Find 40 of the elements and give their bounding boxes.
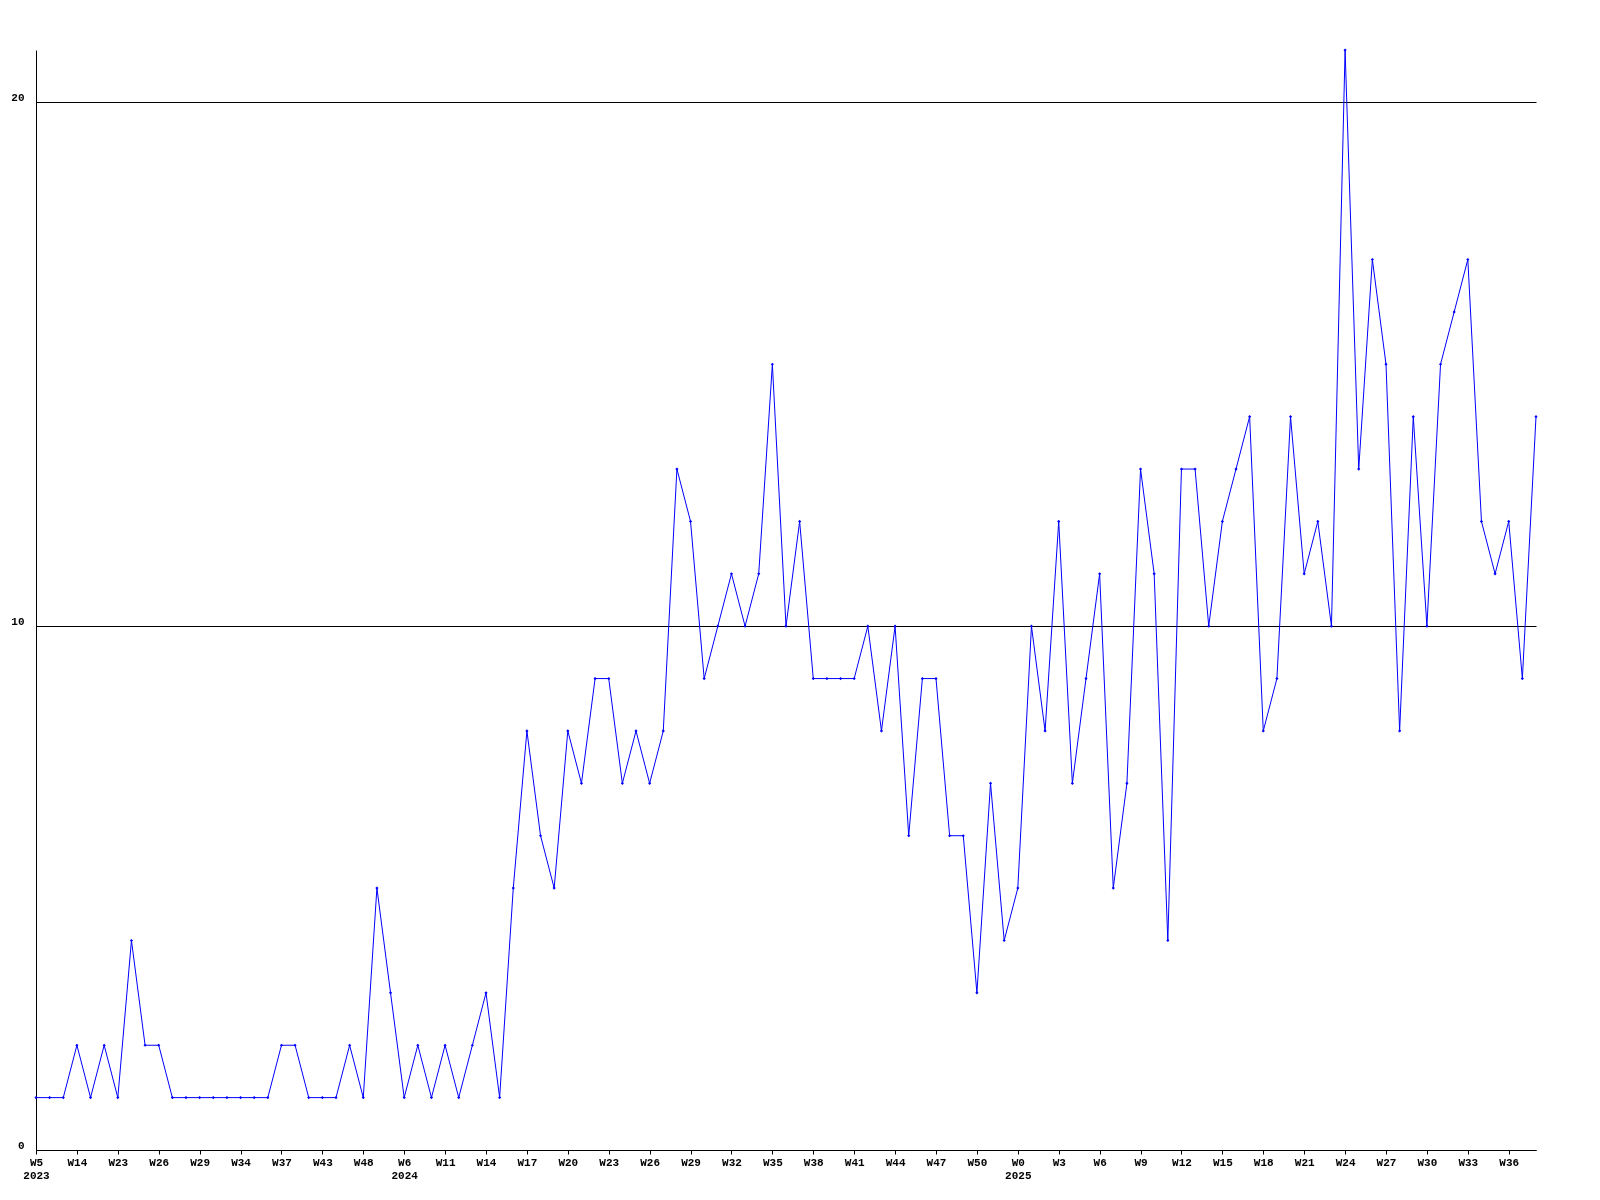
y-tick-label: 10 (11, 615, 25, 628)
x-tick-label: W36 (1499, 1156, 1520, 1169)
x-tick-label: W30 (1417, 1156, 1438, 1169)
x-tick-label: W24 (1335, 1156, 1356, 1169)
x-tick-label: W50 (967, 1156, 988, 1169)
y-tick-label: 0 (17, 1139, 25, 1152)
x-tick-label: W44 (885, 1156, 906, 1169)
x-tick-label: W47 (926, 1156, 947, 1169)
x-tick-label: W29 (190, 1156, 211, 1169)
x-tick-label: W14 (476, 1156, 497, 1169)
x-tick-label: W34 (231, 1156, 252, 1169)
x-tick-label: W17 (517, 1156, 538, 1169)
y-tick-label: 20 (11, 91, 25, 104)
x-tick-label: W6 2024 (391, 1156, 419, 1182)
x-tick-label: W48 (353, 1156, 375, 1169)
x-tick-label: W27 (1376, 1156, 1397, 1169)
x-tick-label: W41 (844, 1156, 865, 1169)
x-tick-label: W38 (803, 1156, 825, 1169)
x-tick-label: W43 (312, 1156, 334, 1169)
x-tick-label: W9 (1134, 1156, 1148, 1169)
x-tick-label: W12 (1172, 1156, 1192, 1169)
x-tick-label: W23 (599, 1156, 620, 1169)
x-tick-label: W18 (1253, 1156, 1275, 1169)
x-tick-label: W33 (1458, 1156, 1479, 1169)
x-tick-label: W15 (1212, 1156, 1234, 1169)
x-tick-label: W35 (762, 1156, 784, 1169)
x-tick-label: W5 2023 (23, 1156, 51, 1182)
x-tick-label: W26 (149, 1156, 170, 1169)
x-tick-label: W0 2025 (1005, 1156, 1032, 1182)
x-tick-label: W29 (681, 1156, 701, 1169)
x-tick-label: W11 (435, 1156, 456, 1169)
x-tick-label: W6 (1093, 1156, 1107, 1169)
x-tick-label: W14 (67, 1156, 88, 1169)
x-tick-label: W3 (1052, 1156, 1067, 1169)
x-tick-label: W37 (272, 1156, 292, 1169)
x-tick-label: W21 (1294, 1156, 1315, 1169)
x-tick-label: W20 (558, 1156, 579, 1169)
x-tick-label: W32 (722, 1156, 742, 1169)
x-tick-label: W26 (640, 1156, 661, 1169)
x-tick-label: W23 (108, 1156, 129, 1169)
